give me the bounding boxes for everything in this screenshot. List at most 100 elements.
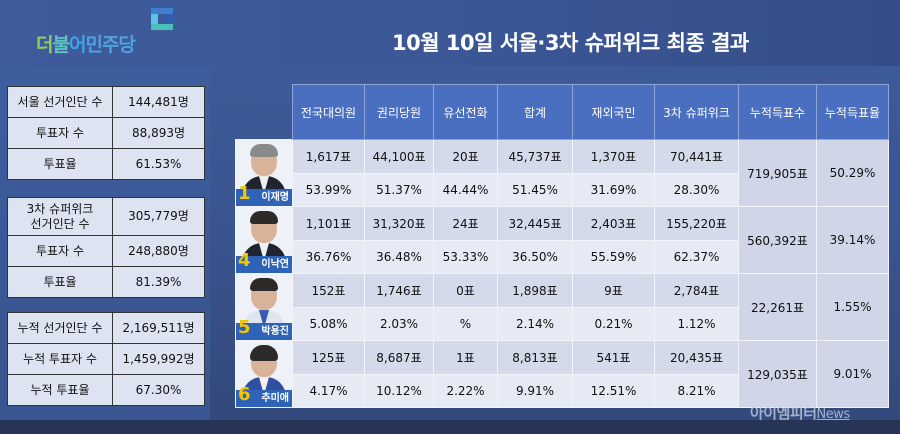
- cell-pct: 36.76%: [292, 239, 365, 274]
- header-bar: [0, 0, 900, 66]
- hair-shape: [250, 278, 278, 291]
- stat-label: 누적 투표율: [7, 374, 113, 406]
- seoul-stats-table: 서울 선거인단 수 144,481명 투표자 수 88,893명 투표율 61.…: [7, 86, 205, 180]
- cell-cumulative-pct: 9.01%: [816, 340, 889, 408]
- results-table: 전국대의원 권리당원 유선전화 합계 재외국민 3차 슈퍼위크 누적득표수 누적…: [235, 84, 889, 408]
- candidate-name: 박용진: [236, 323, 292, 340]
- cell-votes: 45,737표: [497, 139, 573, 174]
- cell-pct: 2.14%: [497, 306, 573, 341]
- cell-pct: 8.21%: [654, 373, 739, 408]
- candidate-number-badge: 1: [238, 183, 251, 204]
- stat-label: 서울 선거인단 수: [7, 86, 113, 118]
- cell-pct: 36.50%: [497, 239, 573, 274]
- col-header-3rd-superweek: 3차 슈퍼위크: [654, 84, 739, 140]
- stat-row: 투표자 수 248,880명: [7, 235, 205, 267]
- cell-pct: 0.21%: [572, 306, 655, 341]
- candidate-photo-cell: 이낙연 4: [235, 206, 293, 274]
- candidate-number-badge: 4: [238, 250, 251, 271]
- cell-votes: 20표: [433, 139, 498, 174]
- candidate-photo: 이재명 1: [236, 140, 292, 206]
- cell-votes: 31,320표: [364, 206, 434, 241]
- stat-row: 누적 투표율 67.30%: [7, 374, 205, 406]
- candidate-photo-cell: 박용진 5: [235, 273, 293, 341]
- table-row-pct: 4.17% 10.12% 2.22% 9.91% 12.51% 8.21%: [236, 373, 889, 408]
- candidate-photo: 박용진 5: [236, 274, 292, 340]
- watermark-text: 아이엠피터: [750, 404, 817, 422]
- shirt-shape: [259, 243, 269, 261]
- cell-cumulative-votes: 560,392표: [738, 206, 817, 274]
- cell-pct: 4.17%: [292, 373, 365, 408]
- cell-votes: 1,370표: [572, 139, 655, 174]
- cumulative-stats-table: 누적 선거인단 수 2,169,511명 누적 투표자 수 1,459,992명…: [7, 312, 205, 406]
- logo-char-2: 불: [52, 34, 70, 56]
- cell-pct: 53.99%: [292, 172, 365, 207]
- cell-votes: 155,220표: [654, 206, 739, 241]
- col-header-landline: 유선전화: [433, 84, 498, 140]
- watermark: 아이엠피터News: [750, 402, 850, 423]
- watermark-suffix: News: [816, 407, 851, 422]
- cell-cumulative-votes: 22,261표: [738, 273, 817, 341]
- stat-row: 3차 슈퍼위크 선거인단 수 305,779명: [7, 197, 205, 236]
- cell-cumulative-pct: 1.55%: [816, 273, 889, 341]
- cell-pct: 36.48%: [364, 239, 434, 274]
- col-header-total: 합계: [497, 84, 573, 140]
- stat-value: 305,779명: [112, 197, 205, 236]
- stat-value: 248,880명: [112, 235, 205, 267]
- cell-votes: 9표: [572, 273, 655, 308]
- col-header-national-delegates: 전국대의원: [292, 84, 365, 140]
- cell-votes: 24표: [433, 206, 498, 241]
- cell-pct: 53.33%: [433, 239, 498, 274]
- hair-shape: [250, 144, 278, 157]
- cell-pct: 10.12%: [364, 373, 434, 408]
- cell-votes: 541표: [572, 340, 655, 375]
- cell-votes: 125표: [292, 340, 365, 375]
- col-header-party-members: 권리당원: [364, 84, 434, 140]
- logo-char-3: 어: [68, 34, 87, 56]
- cell-pct: 55.59%: [572, 239, 655, 274]
- stat-value: 88,893명: [112, 117, 205, 149]
- cell-pct: 51.45%: [497, 172, 573, 207]
- stat-label: 투표율: [7, 266, 113, 298]
- footer-bar: [0, 420, 900, 434]
- stat-value: 1,459,992명: [112, 343, 205, 375]
- stat-label: 누적 투표자 수: [7, 343, 113, 375]
- cell-cumulative-pct: 50.29%: [816, 139, 889, 207]
- cell-pct: 9.91%: [497, 373, 573, 408]
- cell-pct: 31.69%: [572, 172, 655, 207]
- cell-pct: 51.37%: [364, 172, 434, 207]
- tie-shape: [259, 310, 269, 328]
- cell-votes: 1,617표: [292, 139, 365, 174]
- cell-votes: 0표: [433, 273, 498, 308]
- stat-row: 투표율 61.53%: [7, 148, 205, 180]
- superweek-stats-table: 3차 슈퍼위크 선거인단 수 305,779명 투표자 수 248,880명 투…: [7, 197, 205, 298]
- cell-pct: 1.12%: [654, 306, 739, 341]
- stat-label: 투표율: [7, 148, 113, 180]
- cell-pct: 28.30%: [654, 172, 739, 207]
- results-header-row: 전국대의원 권리당원 유선전화 합계 재외국민 3차 슈퍼위크 누적득표수 누적…: [236, 84, 889, 140]
- table-row-votes: 이재명 1 1,617표 44,100표 20표 45,737표 1,370표 …: [235, 139, 889, 207]
- cell-cumulative-votes: 129,035표: [738, 340, 817, 408]
- party-logo-icon: [151, 8, 173, 30]
- cell-pct: 44.44%: [433, 172, 498, 207]
- stat-label-line1: 3차 슈퍼위크: [26, 201, 94, 216]
- cell-votes: 8,687표: [364, 340, 434, 375]
- stat-label-line2: 선거인단 수: [30, 216, 90, 231]
- cell-pct: 62.37%: [654, 239, 739, 274]
- page-title: 10월 10일 서울·3차 슈퍼위크 최종 결과: [392, 31, 749, 55]
- table-row-votes: 박용진 5 152표 1,746표 0표 1,898표 9표 2,784표 22…: [235, 273, 889, 341]
- party-logo: 더불어민주당: [36, 30, 136, 57]
- candidate-photo: 추미애 6: [236, 341, 292, 407]
- candidate-name: 추미애: [236, 390, 292, 407]
- stat-row: 서울 선거인단 수 144,481명: [7, 86, 205, 118]
- cell-pct: 2.22%: [433, 373, 498, 408]
- stat-label: 3차 슈퍼위크 선거인단 수: [7, 197, 113, 236]
- cell-pct: %: [433, 306, 498, 341]
- header-corner: [236, 85, 293, 140]
- col-header-overseas: 재외국민: [572, 84, 655, 140]
- stat-value: 144,481명: [112, 86, 205, 118]
- cell-votes: 2,784표: [654, 273, 739, 308]
- stat-row: 투표율 81.39%: [7, 266, 205, 298]
- hair-shape: [250, 345, 278, 361]
- stat-label: 누적 선거인단 수: [7, 312, 113, 344]
- cell-pct: 12.51%: [572, 373, 655, 408]
